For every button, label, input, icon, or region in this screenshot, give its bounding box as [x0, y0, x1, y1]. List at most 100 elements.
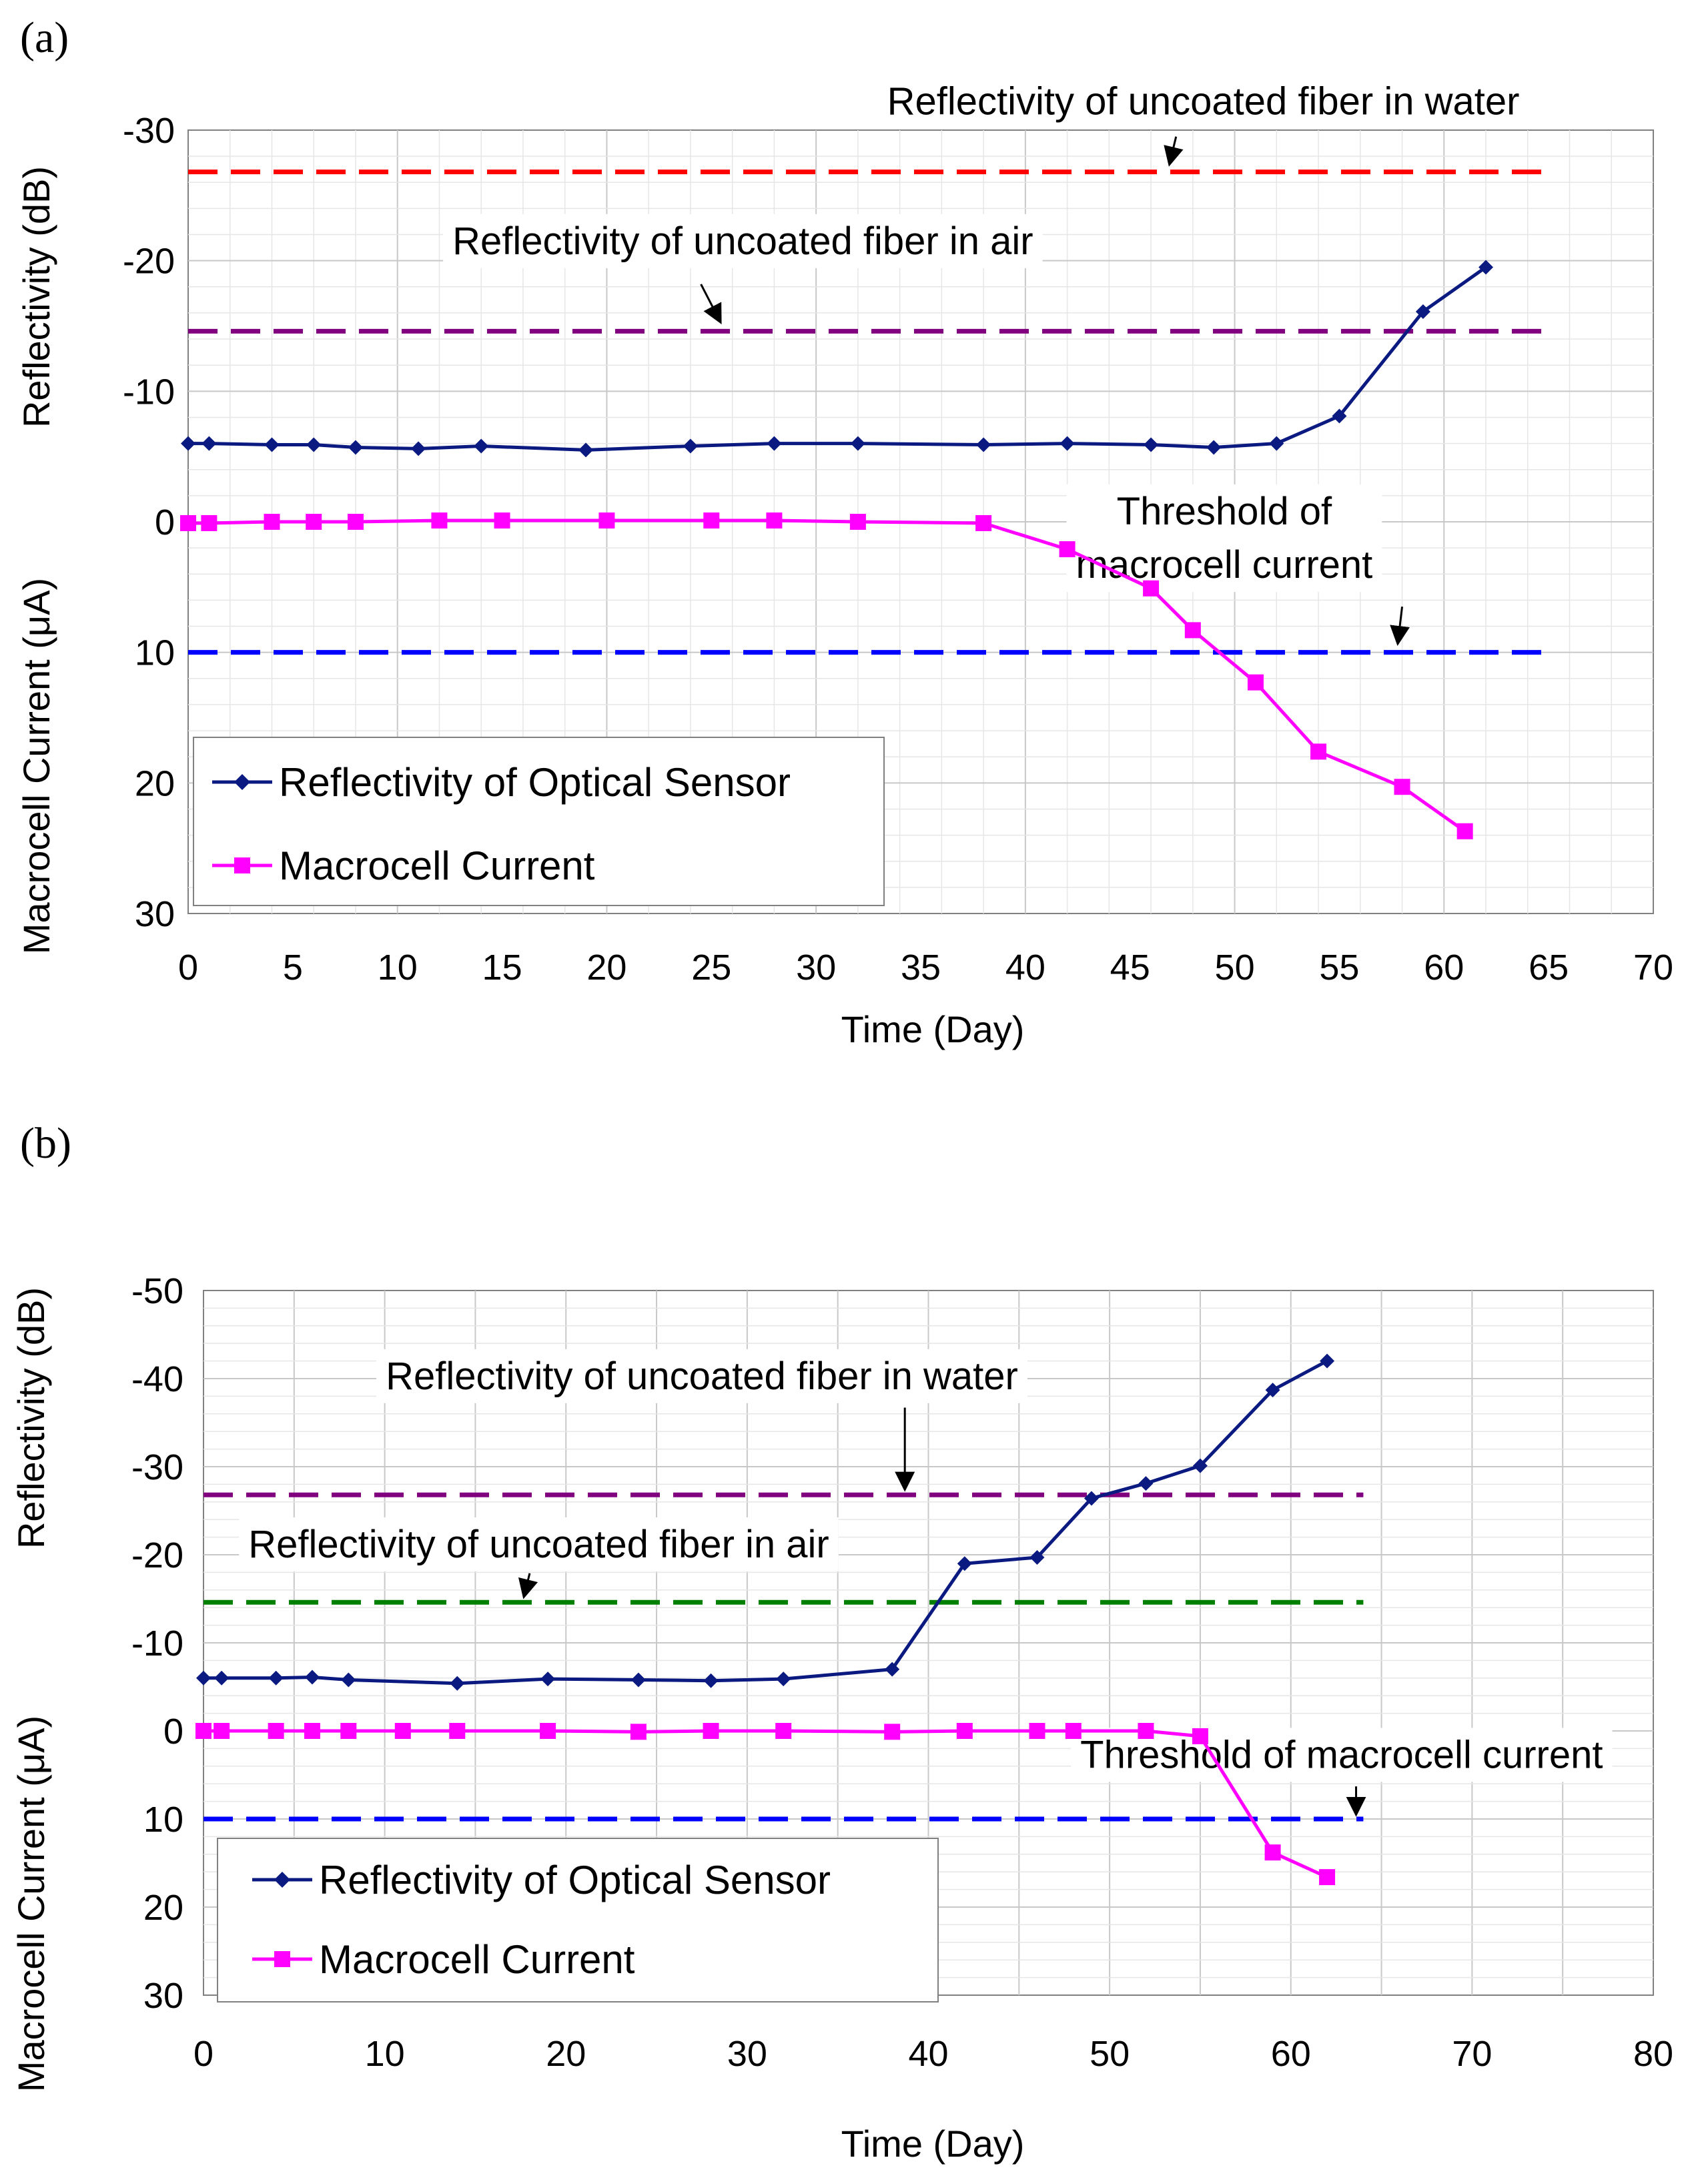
- a-x-tick-label: 50: [1215, 948, 1255, 988]
- a-series-0-point: [1206, 440, 1222, 455]
- a-series-1-point: [1247, 674, 1264, 691]
- a-annotation-2-arrow: [1390, 607, 1410, 646]
- b-series-1-point: [884, 1724, 901, 1740]
- b-series-0-point: [885, 1662, 900, 1677]
- panel-a-y-tick-labels: -30 -20 -10 0 10 20 30: [123, 111, 175, 934]
- panel-b-x-axis-title: Time (Day): [841, 2123, 1025, 2165]
- panel-b-legend-macrocell-label: Macrocell Current: [319, 1937, 635, 1982]
- a-series-1-point: [431, 512, 448, 529]
- b-series-1-point: [214, 1723, 230, 1739]
- b-series-0-point: [630, 1672, 646, 1688]
- a-y-tick-label: 30: [135, 894, 175, 934]
- b-series-1-point: [1192, 1728, 1208, 1744]
- panel-b-y-tick-labels: -50 -40 -30 -20 -10 0 10 20 30: [131, 1271, 183, 2016]
- a-y-tick-label: 10: [135, 633, 175, 673]
- b-x-tick-label: 20: [546, 2034, 586, 2074]
- b-series-0-point: [957, 1556, 972, 1571]
- b-annotation-1-text: Reflectivity of uncoated fiber in air: [248, 1523, 829, 1566]
- a-series-0-point: [264, 437, 280, 452]
- b-series-1-point: [268, 1723, 284, 1739]
- b-annotation-2: Threshold of macrocell current: [1071, 1728, 1613, 1817]
- panel-a-legend-box: [193, 737, 885, 906]
- b-x-tick-label: 80: [1633, 2034, 1673, 2074]
- panel-a-series: [180, 260, 1494, 839]
- b-annotation-1-background: [239, 1517, 839, 1571]
- panel-b-series: [195, 1353, 1336, 1886]
- a-y-tick-label: 0: [155, 502, 175, 542]
- a-series-0-point: [1059, 436, 1075, 451]
- panel-b-y-axis-title-top: Reflectivity (dB): [10, 1287, 52, 1549]
- panel-a-y-axis-title-top: Reflectivity (dB): [15, 166, 57, 428]
- a-series-1-point: [975, 514, 992, 531]
- b-y-tick-label: -40: [131, 1359, 183, 1399]
- b-annotation-0-line-0: Reflectivity of uncoated fiber in water: [386, 1355, 1018, 1398]
- a-x-tick-label: 65: [1529, 948, 1569, 988]
- a-x-tick-label: 5: [283, 948, 303, 988]
- a-series-1-point: [1310, 743, 1327, 760]
- panel-b-legend-macrocell: Macrocell Current: [252, 1937, 635, 1982]
- b-y-tick-label: -30: [131, 1447, 183, 1487]
- b-series-1-point: [1319, 1869, 1336, 1886]
- panel-a-y-axis-title-bottom: Macrocell Current (μA): [15, 578, 57, 954]
- a-series-1-point: [1456, 823, 1473, 839]
- b-series-0-point: [540, 1672, 556, 1687]
- a-annotation-0-arrow: [1164, 136, 1184, 167]
- b-y-tick-label: 30: [143, 1976, 183, 2016]
- b-series-0-point: [450, 1676, 465, 1691]
- panel-b-y-axis-title-bottom: Macrocell Current (μA): [10, 1716, 52, 2092]
- b-x-tick-label: 0: [193, 2034, 214, 2074]
- a-x-tick-label: 10: [378, 948, 418, 988]
- a-annotation-0-text: Reflectivity of uncoated fiber in water: [887, 80, 1520, 123]
- a-series-1-point: [180, 514, 196, 531]
- a-annotation-1-arrow: [700, 284, 722, 325]
- a-y-tick-label: -10: [123, 372, 175, 412]
- b-y-tick-label: 10: [143, 1800, 183, 1840]
- a-series-1-point: [1143, 580, 1160, 597]
- a-annotation-2-line-1: macrocell current: [1076, 543, 1372, 587]
- a-series-0-point: [348, 440, 363, 455]
- a-series-1-point: [201, 514, 218, 531]
- a-x-tick-label: 20: [586, 948, 626, 988]
- a-x-tick-label: 45: [1110, 948, 1150, 988]
- a-y-tick-label: 20: [135, 763, 175, 803]
- b-x-tick-label: 70: [1452, 2034, 1492, 2074]
- b-series-0-point: [1265, 1383, 1280, 1398]
- a-series-1-point: [1394, 779, 1410, 795]
- b-annotation-1-line-0: Reflectivity of uncoated fiber in air: [248, 1523, 829, 1566]
- a-series-0-point: [1478, 260, 1494, 275]
- b-series-1-point: [1065, 1723, 1082, 1739]
- b-annotation-0-background: [376, 1349, 1027, 1403]
- a-series-0-point: [1415, 304, 1430, 319]
- b-series-1-point: [956, 1723, 973, 1739]
- a-annotation-2-line-0: Threshold of: [1117, 490, 1332, 533]
- b-series-1-point: [195, 1723, 211, 1739]
- b-series-0-point: [776, 1672, 791, 1687]
- a-x-tick-label: 60: [1424, 948, 1464, 988]
- panel-a-legend-macrocell-label: Macrocell Current: [279, 843, 595, 888]
- a-series-1-point: [494, 512, 510, 529]
- a-x-tick-label: 15: [482, 948, 522, 988]
- b-annotation-2-line-0: Threshold of macrocell current: [1080, 1733, 1603, 1776]
- b-series-0-point: [341, 1672, 356, 1688]
- b-y-tick-label: -20: [131, 1535, 183, 1575]
- a-series-1-point: [1184, 622, 1201, 639]
- b-series-1-point: [540, 1723, 556, 1739]
- a-series-0-point: [474, 438, 489, 454]
- panel-b-x-tick-labels: 0 10 20 30 40 50 60 70 80: [193, 2034, 1673, 2074]
- b-annotation-0-text: Reflectivity of uncoated fiber in water: [386, 1355, 1018, 1398]
- panel-a-reference-lines: [188, 169, 1549, 655]
- b-annotation-2-background: [1071, 1728, 1613, 1782]
- b-annotation-0: Reflectivity of uncoated fiber in water: [376, 1349, 1027, 1492]
- a-annotation-0-line-0: Reflectivity of uncoated fiber in water: [887, 80, 1520, 123]
- panel-b-legend: Reflectivity of Optical Sensor Macrocell…: [217, 1838, 939, 2003]
- a-annotation-1-text: Reflectivity of uncoated fiber in air: [452, 220, 1033, 263]
- a-x-tick-label: 35: [901, 948, 941, 988]
- a-series-1-point: [264, 514, 280, 530]
- b-series-0-point: [214, 1670, 230, 1686]
- a-y-tick-label: -20: [123, 242, 175, 282]
- panel-a-legend-reflectivity: Reflectivity of Optical Sensor: [212, 760, 791, 805]
- b-y-tick-label: 0: [163, 1712, 183, 1752]
- panel-b-reference-lines: [203, 1492, 1364, 1822]
- a-x-tick-label: 25: [691, 948, 731, 988]
